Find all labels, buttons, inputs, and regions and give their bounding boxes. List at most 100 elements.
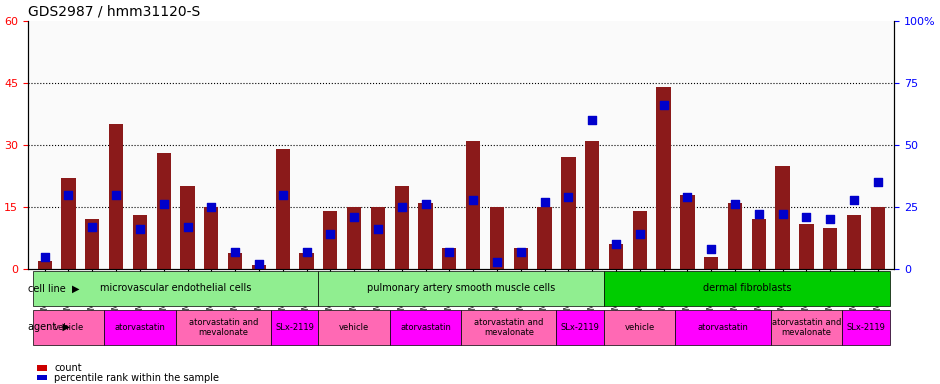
Point	[85, 224, 100, 230]
Point	[870, 179, 885, 185]
FancyBboxPatch shape	[176, 310, 271, 345]
Point	[728, 202, 743, 208]
Bar	[442, 248, 457, 269]
Bar	[323, 211, 337, 269]
Bar	[157, 153, 171, 269]
FancyBboxPatch shape	[842, 310, 890, 345]
Point	[513, 248, 528, 255]
Point	[299, 248, 314, 255]
Bar	[299, 253, 314, 269]
Text: microvascular endothelial cells: microvascular endothelial cells	[100, 283, 251, 293]
Bar	[633, 211, 647, 269]
Point	[133, 226, 148, 232]
Point	[608, 241, 623, 247]
Text: vehicle: vehicle	[625, 323, 655, 332]
Bar	[681, 195, 695, 269]
FancyBboxPatch shape	[676, 310, 771, 345]
Point	[704, 246, 719, 252]
Point	[204, 204, 219, 210]
Point	[799, 214, 814, 220]
FancyBboxPatch shape	[556, 310, 604, 345]
Bar	[538, 207, 552, 269]
Point	[465, 197, 480, 203]
FancyBboxPatch shape	[771, 310, 842, 345]
Point	[442, 248, 457, 255]
Text: SLx-2119: SLx-2119	[561, 323, 600, 332]
Point	[394, 204, 409, 210]
Text: atorvastatin and
mevalonate: atorvastatin and mevalonate	[474, 318, 543, 337]
Point	[322, 231, 337, 237]
Point	[537, 199, 552, 205]
Bar	[133, 215, 147, 269]
Bar	[847, 215, 861, 269]
Text: atorvastatin: atorvastatin	[697, 323, 748, 332]
Point	[490, 258, 505, 265]
Bar	[204, 207, 218, 269]
Bar	[275, 149, 290, 269]
FancyBboxPatch shape	[33, 310, 104, 345]
Point	[61, 192, 76, 198]
Bar	[799, 223, 813, 269]
FancyBboxPatch shape	[319, 310, 390, 345]
FancyBboxPatch shape	[462, 310, 556, 345]
Text: pulmonary artery smooth muscle cells: pulmonary artery smooth muscle cells	[368, 283, 556, 293]
Text: atorvastatin and
mevalonate: atorvastatin and mevalonate	[772, 318, 841, 337]
Point	[156, 202, 171, 208]
Bar	[609, 244, 623, 269]
Text: SLx-2119: SLx-2119	[847, 323, 885, 332]
Bar	[86, 219, 100, 269]
Text: vehicle: vehicle	[54, 323, 84, 332]
Bar	[395, 186, 409, 269]
FancyBboxPatch shape	[104, 310, 176, 345]
Bar	[776, 166, 790, 269]
FancyBboxPatch shape	[604, 271, 890, 306]
FancyBboxPatch shape	[390, 310, 462, 345]
Text: dermal fibroblasts: dermal fibroblasts	[703, 283, 791, 293]
Bar	[37, 365, 47, 371]
Text: agent  ▶: agent ▶	[28, 322, 70, 332]
Bar	[370, 207, 385, 269]
FancyBboxPatch shape	[604, 310, 676, 345]
Text: GDS2987 / hmm31120-S: GDS2987 / hmm31120-S	[28, 4, 200, 18]
Bar	[418, 203, 432, 269]
Point	[633, 231, 648, 237]
Bar	[728, 203, 743, 269]
Point	[847, 197, 862, 203]
Text: atorvastatin: atorvastatin	[115, 323, 165, 332]
Text: atorvastatin and
mevalonate: atorvastatin and mevalonate	[189, 318, 258, 337]
Bar	[561, 157, 575, 269]
Text: vehicle: vehicle	[339, 323, 369, 332]
Point	[751, 211, 766, 217]
Bar	[228, 253, 243, 269]
Bar	[38, 261, 52, 269]
Point	[656, 102, 671, 108]
Bar	[180, 186, 195, 269]
Bar	[513, 248, 528, 269]
Point	[180, 224, 195, 230]
Text: cell line  ▶: cell line ▶	[28, 283, 80, 293]
Point	[370, 226, 385, 232]
Point	[561, 194, 576, 200]
Text: percentile rank within the sample: percentile rank within the sample	[54, 373, 219, 383]
Bar	[585, 141, 600, 269]
Bar	[252, 265, 266, 269]
Text: atorvastatin: atorvastatin	[400, 323, 451, 332]
Point	[227, 248, 243, 255]
Point	[38, 253, 53, 260]
Bar	[347, 207, 361, 269]
Point	[680, 194, 695, 200]
Point	[585, 117, 600, 123]
Bar	[490, 207, 504, 269]
Bar	[37, 376, 47, 380]
Text: count: count	[54, 363, 82, 373]
FancyBboxPatch shape	[271, 310, 319, 345]
Bar	[704, 257, 718, 269]
Bar	[109, 124, 123, 269]
FancyBboxPatch shape	[33, 271, 319, 306]
FancyBboxPatch shape	[319, 271, 604, 306]
Bar	[870, 207, 885, 269]
Bar	[466, 141, 480, 269]
Point	[822, 216, 838, 222]
Point	[418, 202, 433, 208]
Point	[108, 192, 123, 198]
